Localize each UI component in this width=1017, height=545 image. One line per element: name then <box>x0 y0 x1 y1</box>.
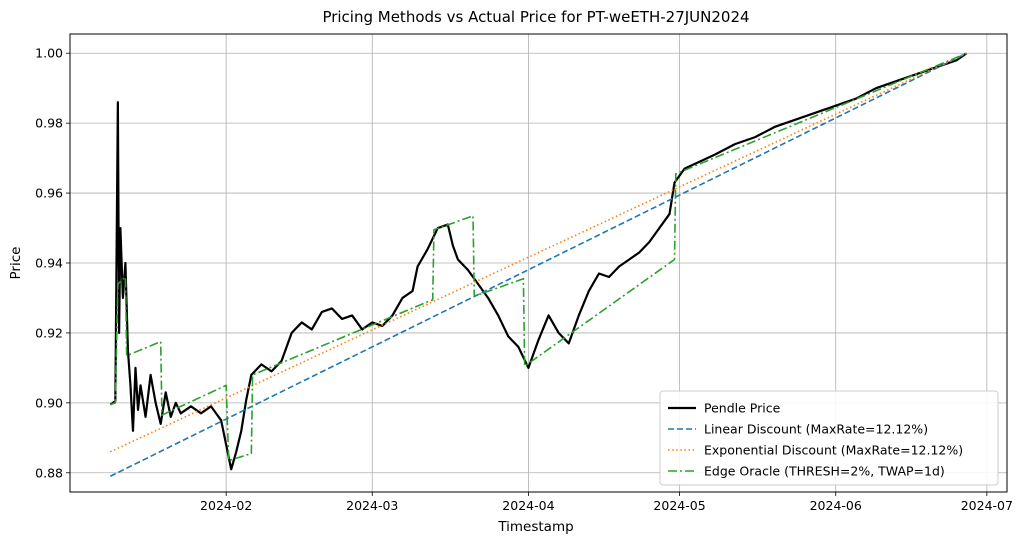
y-tick-label: 0.90 <box>35 395 63 410</box>
x-tick-label: 2024-02 <box>200 498 252 513</box>
legend: Pendle Price Linear Discount (MaxRate=12.… <box>659 390 999 486</box>
series-line-2 <box>109 52 968 453</box>
x-tick-label: 2024-06 <box>810 498 862 513</box>
x-axis: 2024-02 2024-03 2024-04 2024-05 2024-06 2024-… <box>200 492 1013 513</box>
legend-label: Pendle Price <box>704 401 781 416</box>
y-tick-label: 0.94 <box>35 256 63 271</box>
legend-box <box>659 390 999 486</box>
series-line-1 <box>109 52 968 477</box>
x-tick-label: 2024-03 <box>346 498 398 513</box>
series-line-0 <box>109 52 968 471</box>
y-tick-label: 0.96 <box>35 186 63 201</box>
x-tick-label: 2024-07 <box>961 498 1013 513</box>
y-axis-label: Price <box>8 247 24 280</box>
y-tick-label: 0.98 <box>35 116 63 131</box>
y-tick-label: 1.00 <box>35 46 63 61</box>
x-tick-label: 2024-05 <box>653 498 705 513</box>
y-tick-label: 0.88 <box>35 465 63 480</box>
y-axis: 0.88 0.90 0.92 0.94 0.96 0.98 1.00 <box>35 46 70 480</box>
series-line-3 <box>110 52 968 462</box>
legend-label: Exponential Discount (MaxRate=12.12%) <box>704 443 963 458</box>
grid <box>70 34 1007 492</box>
legend-label: Linear Discount (MaxRate=12.12%) <box>704 422 928 437</box>
legend-label: Edge Oracle (THRESH=2%, TWAP=1d) <box>704 464 945 479</box>
x-tick-label: 2024-04 <box>502 498 554 513</box>
series-group <box>109 52 968 477</box>
y-tick-label: 0.92 <box>35 325 63 340</box>
x-axis-label: Timestamp <box>497 519 573 535</box>
chart-title: Pricing Methods vs Actual Price for PT-w… <box>322 8 749 26</box>
